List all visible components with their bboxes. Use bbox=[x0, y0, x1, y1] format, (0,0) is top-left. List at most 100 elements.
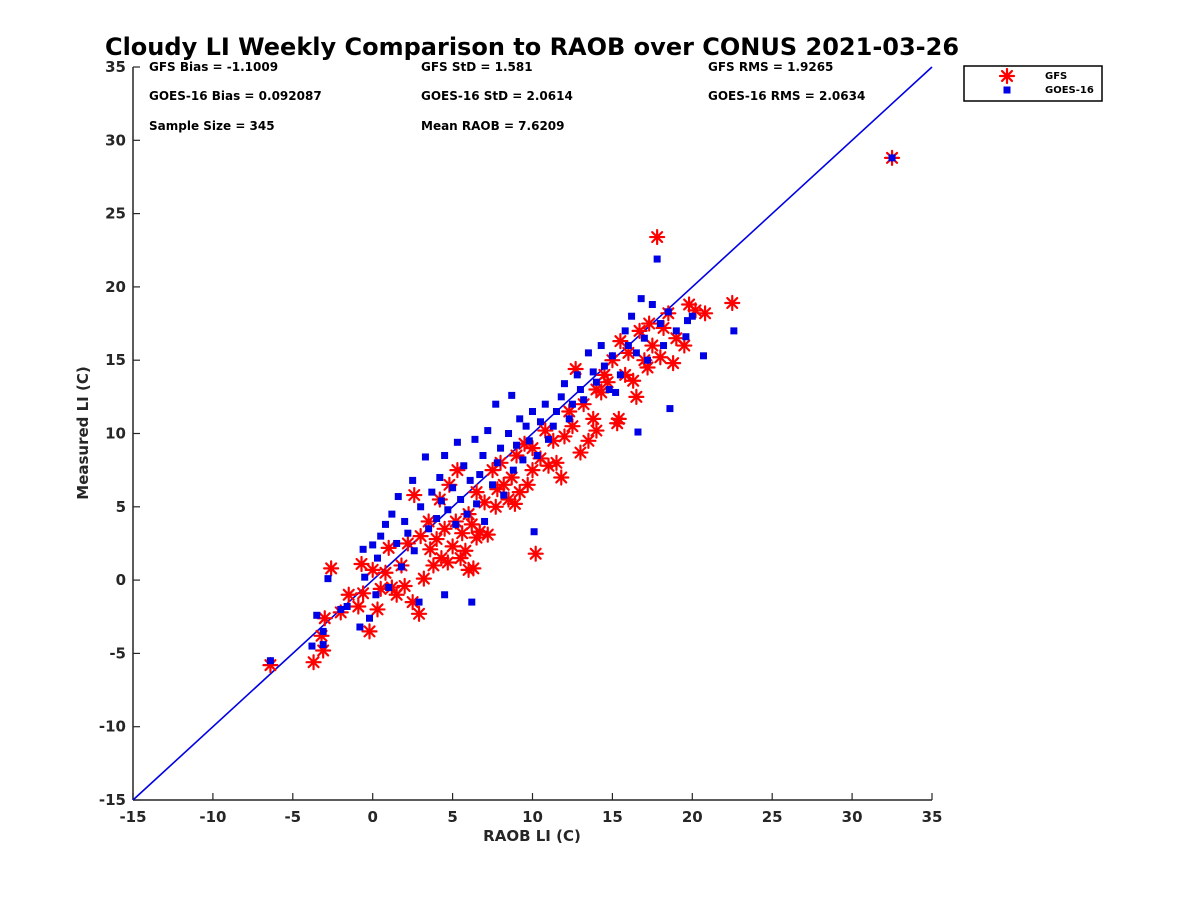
goes-16-point bbox=[536, 418, 544, 426]
gfs-point bbox=[412, 528, 429, 545]
legend-marker-goes bbox=[1003, 86, 1011, 94]
goes-16-point bbox=[369, 541, 377, 549]
goes-16-point bbox=[404, 529, 412, 537]
gfs-point bbox=[631, 322, 648, 339]
goes-16-point bbox=[584, 349, 592, 357]
x-tick-label: 15 bbox=[602, 808, 623, 826]
gfs-point bbox=[369, 601, 386, 618]
gfs-point bbox=[454, 525, 471, 542]
y-tick-label: 5 bbox=[116, 498, 126, 516]
goes-16-point bbox=[621, 327, 629, 335]
goes-16-point bbox=[356, 623, 364, 631]
goes-16-point bbox=[385, 583, 393, 591]
goes-16-point bbox=[634, 428, 642, 436]
goes-16-point bbox=[544, 435, 552, 443]
goes-16-point bbox=[624, 342, 632, 350]
gfs-point bbox=[641, 315, 658, 332]
goes-16-point bbox=[684, 317, 692, 325]
goes-16-point bbox=[313, 611, 321, 619]
goes-16-point bbox=[612, 388, 620, 396]
goes-16-point bbox=[656, 320, 664, 328]
goes-16-point bbox=[466, 476, 474, 484]
goes-16-point bbox=[343, 602, 351, 610]
gfs-point bbox=[625, 372, 642, 389]
goes-16-point bbox=[605, 386, 613, 394]
goes-16-point bbox=[660, 342, 668, 350]
gfs-point bbox=[355, 585, 372, 602]
goes-16-point bbox=[637, 295, 645, 303]
goes-16-point bbox=[397, 563, 405, 571]
gfs-point bbox=[537, 422, 554, 439]
goes-16-point bbox=[597, 342, 605, 350]
x-tick-label: 25 bbox=[762, 808, 783, 826]
gfs-point bbox=[305, 654, 322, 671]
goes-16-point bbox=[444, 506, 452, 514]
gfs-point bbox=[548, 454, 565, 471]
y-tick-label: 30 bbox=[105, 131, 126, 149]
goes-16-point bbox=[497, 444, 505, 452]
goes-16-point bbox=[632, 349, 640, 357]
goes-16-point bbox=[541, 400, 549, 408]
goes-16-point bbox=[672, 327, 680, 335]
goes-16-point bbox=[372, 591, 380, 599]
gfs-point bbox=[588, 422, 605, 439]
gfs-point bbox=[444, 538, 461, 555]
goes-16-point bbox=[568, 400, 576, 408]
gfs-point bbox=[696, 305, 714, 322]
gfs-point bbox=[406, 486, 423, 504]
goes-16-point bbox=[525, 437, 533, 445]
goes-16-point bbox=[324, 575, 332, 583]
stat-gfs-bias: GFS Bias = -1.1009 bbox=[149, 60, 278, 74]
goes-16-point bbox=[460, 462, 468, 470]
y-tick-label: 20 bbox=[105, 278, 126, 296]
goes-16-point bbox=[266, 657, 274, 665]
legend-goes-square bbox=[1003, 86, 1011, 94]
goes-16-point bbox=[463, 510, 471, 518]
goes-16-point bbox=[682, 333, 690, 341]
y-tick-label: 15 bbox=[105, 351, 126, 369]
goes-16-point bbox=[441, 591, 449, 599]
goes-16-point bbox=[509, 466, 517, 474]
goes-16-point bbox=[628, 312, 636, 320]
gfs-point bbox=[665, 355, 682, 372]
goes-16-point bbox=[505, 430, 513, 437]
gfs-point bbox=[468, 529, 485, 546]
goes-16-point bbox=[471, 435, 479, 443]
goes-16-point bbox=[457, 495, 465, 503]
goes-16-point bbox=[425, 525, 433, 533]
gfs-point bbox=[399, 535, 416, 552]
gfs-point bbox=[487, 498, 504, 515]
legend-box bbox=[963, 65, 1103, 102]
gfs-point bbox=[519, 476, 536, 493]
goes-16-point bbox=[393, 539, 401, 547]
goes-16-point bbox=[489, 481, 497, 489]
y-tick-label: 25 bbox=[105, 205, 126, 223]
legend-gfs-asterisk bbox=[998, 67, 1016, 85]
goes-16-point bbox=[616, 371, 624, 379]
goes-16-point bbox=[653, 255, 661, 263]
goes-16-point bbox=[449, 484, 457, 492]
goes-16-point bbox=[552, 408, 560, 416]
goes-16-point bbox=[516, 415, 524, 423]
gfs-point bbox=[410, 605, 428, 622]
goes-16-point bbox=[394, 493, 402, 501]
goes-16-point bbox=[664, 308, 672, 316]
goes-16-point bbox=[688, 312, 696, 320]
gfs-point bbox=[556, 428, 573, 445]
goes-16-point bbox=[888, 154, 896, 162]
gfs-point bbox=[612, 333, 629, 350]
goes-16-point bbox=[530, 528, 538, 536]
gfs-point bbox=[524, 462, 541, 479]
series-goes-16 bbox=[266, 154, 896, 665]
goes-16-point bbox=[468, 598, 476, 606]
goes-16-point bbox=[319, 641, 327, 649]
goes-16-point bbox=[500, 491, 508, 499]
gfs-point bbox=[396, 577, 413, 595]
goes-16-point bbox=[437, 497, 445, 505]
gfs-point bbox=[323, 560, 340, 577]
gfs-point bbox=[652, 349, 669, 366]
goes-16-point bbox=[308, 642, 316, 650]
goes-16-point bbox=[600, 362, 608, 370]
gfs-point bbox=[465, 560, 482, 577]
goes-16-point bbox=[410, 547, 418, 555]
